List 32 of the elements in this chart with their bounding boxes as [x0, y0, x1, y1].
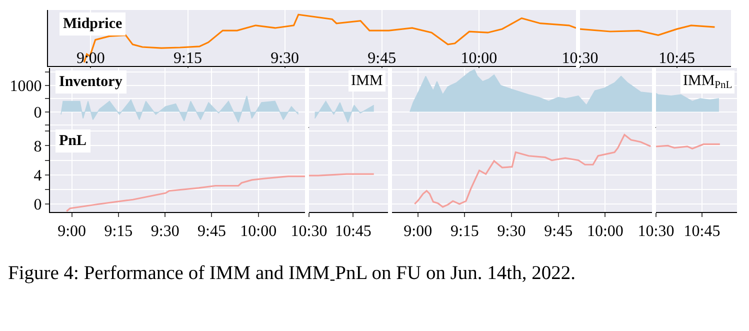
- series-label: IMM: [351, 73, 383, 89]
- chart-title: Midprice: [63, 16, 122, 32]
- x-tick-label: 9:15: [450, 223, 479, 240]
- line-series: [66, 175, 305, 212]
- x-tick-label: 9:15: [104, 223, 133, 240]
- x-tick-label: 9:45: [198, 223, 226, 240]
- x-tick-label: 9:15: [174, 50, 202, 67]
- x-tick-label: 9:30: [270, 50, 300, 67]
- y-tick-label: 0: [34, 196, 42, 214]
- x-tick-label: 10:45: [684, 223, 720, 240]
- x-tick-label: 9:00: [58, 223, 86, 240]
- x-tick-label: 9:30: [150, 223, 180, 240]
- x-tick-label: 10:00: [460, 50, 498, 67]
- y-tick-label: 8: [34, 138, 42, 156]
- y-tick-label: 0: [34, 104, 42, 122]
- chart-title: Inventory: [59, 74, 123, 90]
- y-tick-label: 1000: [10, 78, 42, 95]
- x-tick-label: 9:45: [368, 50, 396, 67]
- x-tick-label: 10:00: [240, 223, 277, 240]
- x-tick-label: 10:00: [586, 223, 624, 240]
- x-tick-label: 10:30: [638, 223, 674, 240]
- x-tick-label: 9:45: [544, 223, 573, 240]
- x-tick-label: 9:00: [404, 223, 432, 240]
- series-label: IMM$_{PnL}$: [683, 73, 732, 92]
- caption: Figure 4: Performance of IMM and IMM$_{-}$PnL on FU on Jun. 14th, 2022.: [8, 262, 576, 290]
- chart-title: PnL: [59, 133, 87, 149]
- x-tick-label: 10:45: [658, 50, 696, 67]
- y-tick-label: 4: [34, 167, 42, 184]
- x-tick-label: 9:30: [497, 223, 526, 240]
- x-tick-label: 10:30: [562, 50, 598, 67]
- x-tick-label: 10:30: [290, 223, 328, 240]
- x-tick-label: 10:45: [334, 223, 372, 240]
